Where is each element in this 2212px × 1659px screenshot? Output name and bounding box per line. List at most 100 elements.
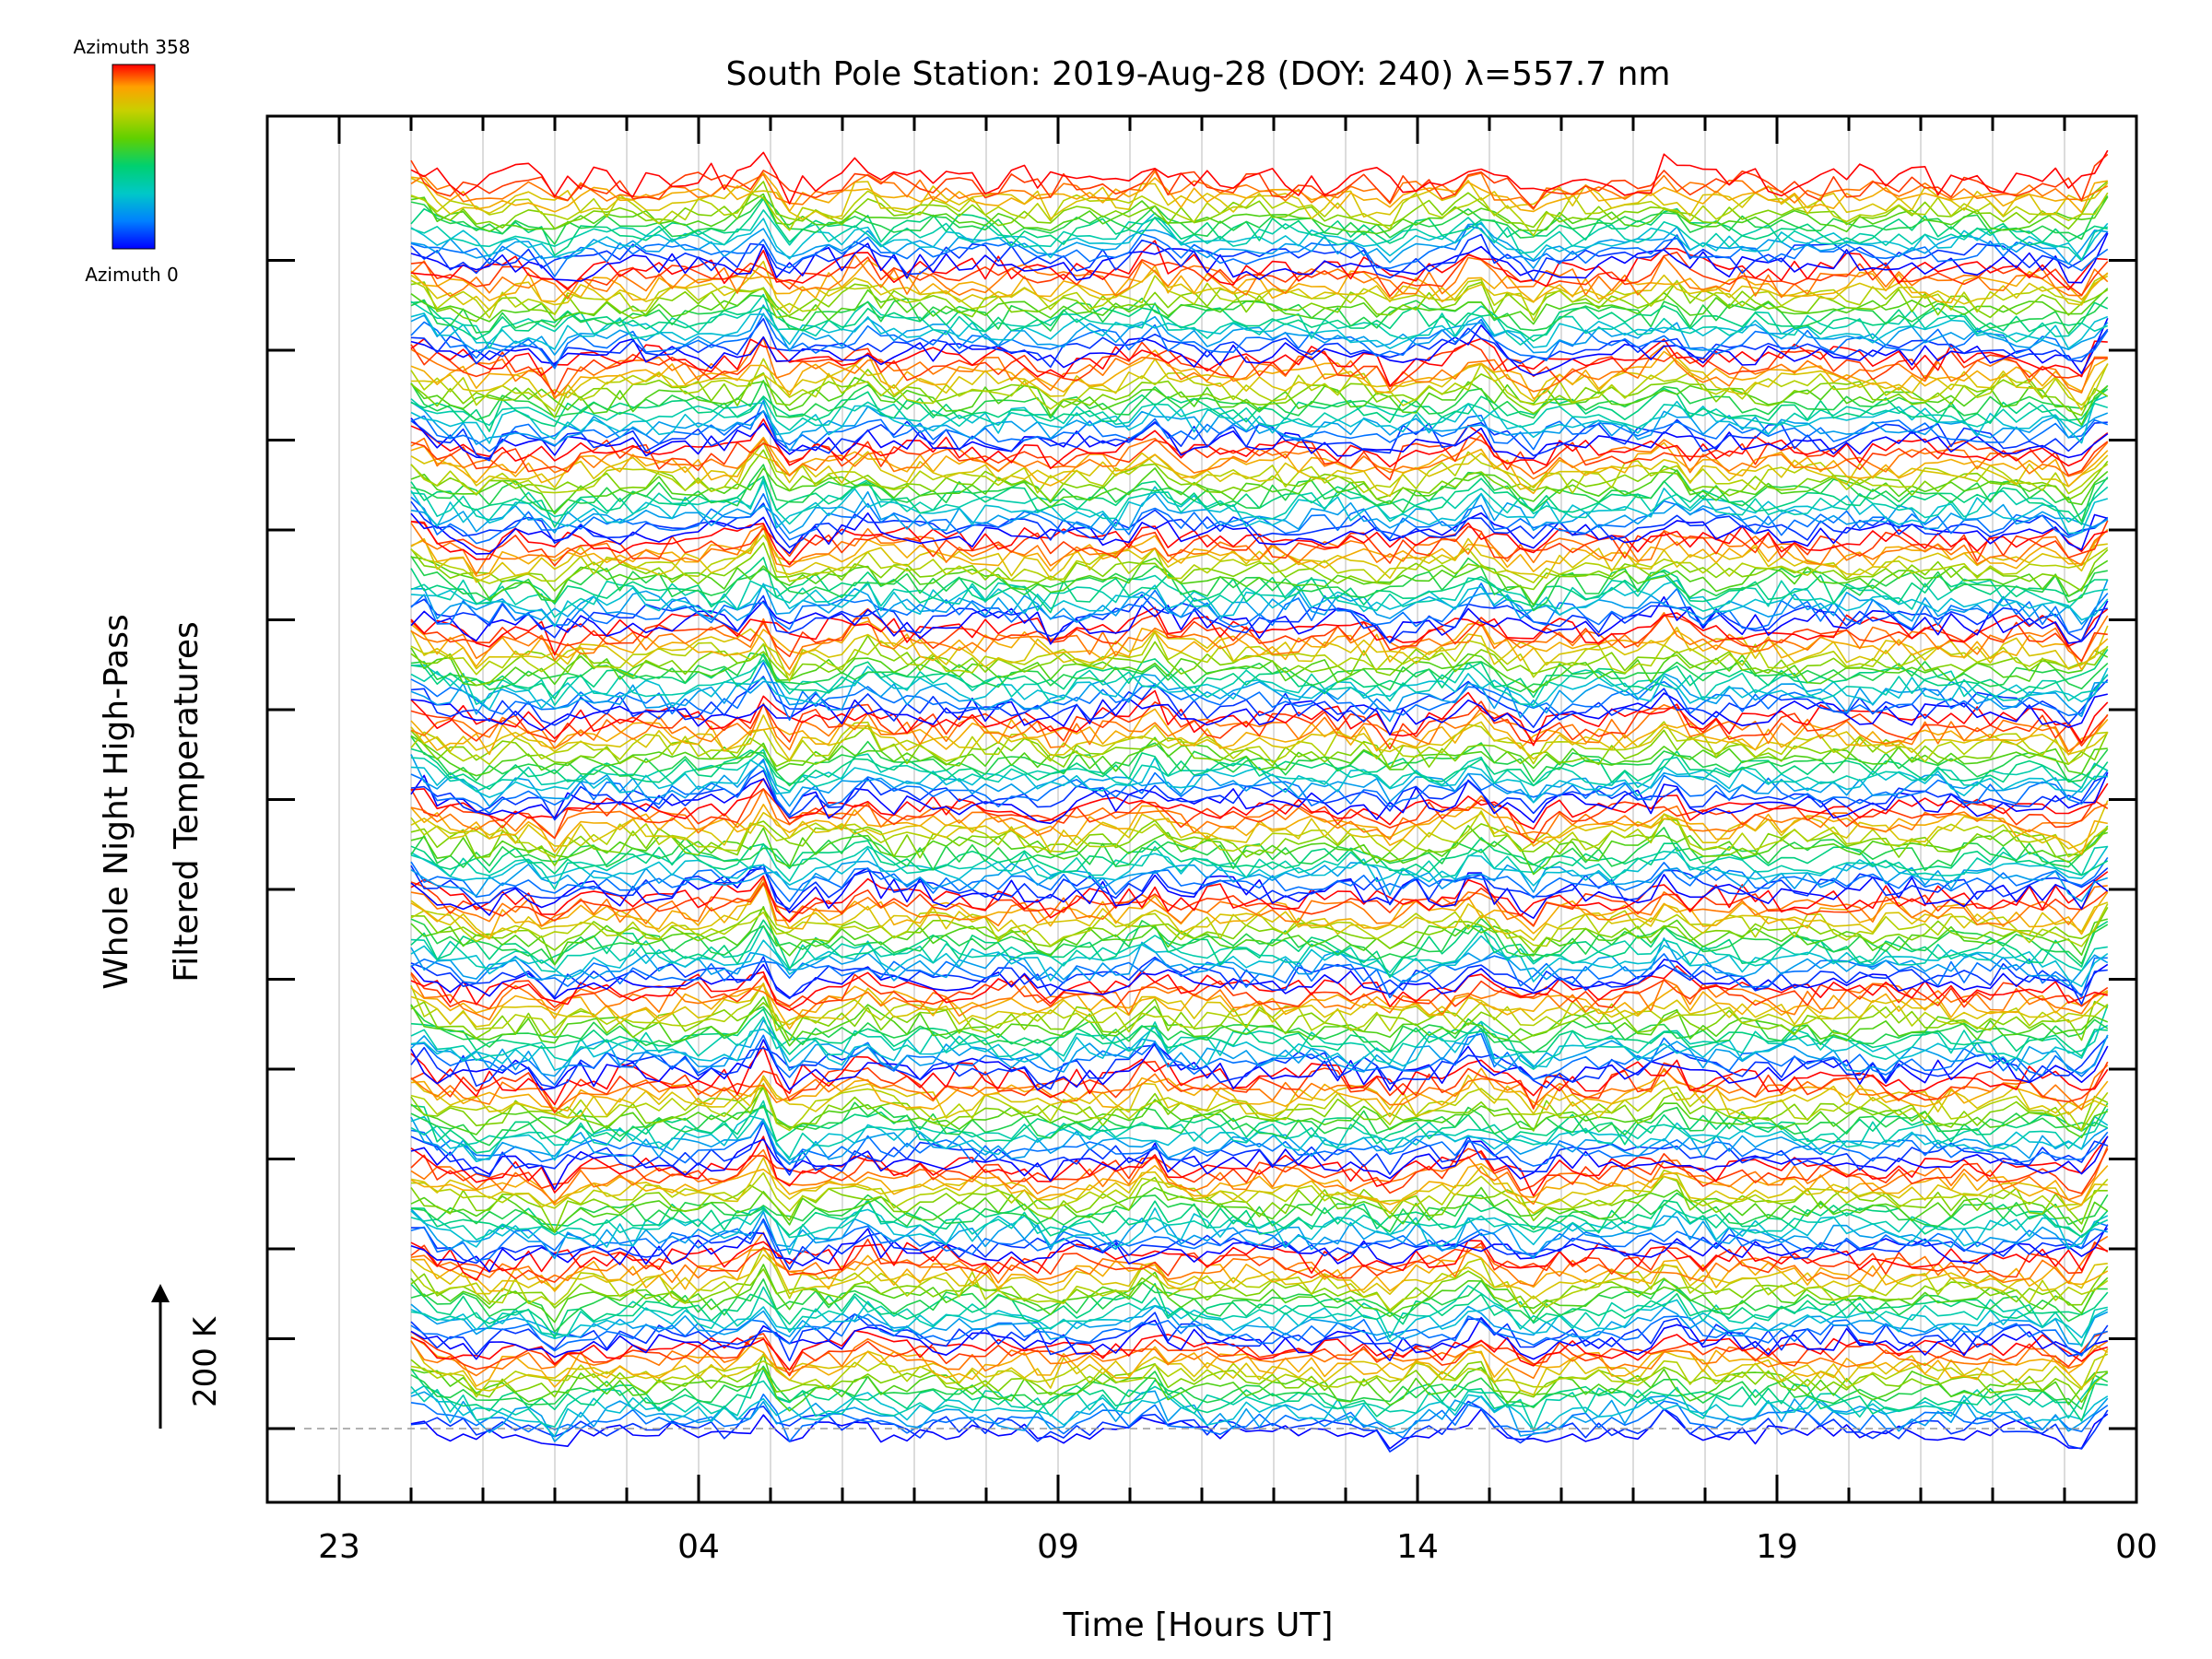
x-tick-labels: 23 04 09 14 19 00 (318, 1528, 2158, 1566)
trace-stack (410, 149, 2109, 1453)
trace-line (410, 193, 2109, 235)
trace-line (410, 512, 2109, 555)
trace-line (410, 935, 2109, 988)
trace-line (410, 1253, 2108, 1300)
trace-line (410, 1135, 2109, 1197)
trace-line (410, 376, 2109, 426)
trace-line (410, 1394, 2109, 1442)
trace-line (410, 1083, 2109, 1132)
trace-line (410, 1074, 2109, 1119)
trace-line (410, 1036, 2109, 1090)
trace-line (410, 273, 2109, 322)
trace-line (410, 982, 2109, 1037)
trace-line (410, 788, 2109, 844)
scale-label: 200 K (187, 1315, 224, 1407)
trace-line (410, 856, 2109, 902)
trace-line (410, 735, 2109, 787)
trace-line (410, 1104, 2109, 1154)
trace-line (410, 194, 2109, 245)
trace-line (410, 335, 2108, 395)
x-tick-label: 00 (2115, 1528, 2158, 1566)
trace-line (410, 1368, 2108, 1422)
trace-line (410, 490, 2109, 535)
trace-line (410, 1101, 2109, 1147)
trace-line (410, 1336, 2109, 1380)
trace-line (410, 209, 2109, 262)
trace-line (410, 397, 2109, 431)
trace-line (410, 1353, 2108, 1412)
trace-line (410, 864, 2109, 911)
trace-line (410, 1303, 2109, 1346)
trace-line (410, 318, 2109, 369)
trace-line (410, 984, 2109, 1030)
trace-line (410, 771, 2109, 825)
azimuth-colorbar (112, 64, 156, 250)
trace-line (410, 1313, 2108, 1357)
trace-line (410, 881, 2109, 927)
trace-line (410, 777, 2109, 830)
trace-line (410, 232, 2109, 284)
trace-line (410, 1371, 2109, 1431)
trace-line (410, 574, 2108, 618)
trace-line (410, 300, 2109, 342)
trace-line (410, 606, 2109, 656)
trace-line (410, 649, 2109, 700)
trace-line (410, 441, 2109, 495)
trace-line (410, 380, 2109, 421)
trace-line (410, 721, 2108, 766)
trace-line (410, 998, 2109, 1041)
trace-line (410, 171, 2109, 210)
y-axis-label-line2: Filtered Temperatures (168, 621, 206, 982)
trace-line (410, 1246, 2109, 1311)
trace-line (410, 1359, 2109, 1404)
trace-line (410, 956, 2108, 1006)
trace-line (410, 642, 2109, 694)
vertical-grid (338, 116, 2065, 1502)
trace-line (410, 317, 2109, 377)
trace-line (410, 1264, 2109, 1324)
trace-line (410, 401, 2109, 453)
trace-line (410, 907, 2109, 953)
trace-line (410, 1224, 2109, 1273)
trace-line (410, 418, 2109, 470)
trace-line (410, 919, 2109, 979)
trace-line (410, 810, 2109, 859)
trace-line (410, 1046, 2109, 1106)
trace-line (410, 1121, 2109, 1178)
trace-line (410, 971, 2109, 1010)
trace-line (410, 337, 2108, 400)
trace-line (410, 1238, 2109, 1283)
trace-line (410, 349, 2109, 400)
trace-line (410, 607, 2108, 663)
trace-line (410, 253, 2109, 300)
trace-line (410, 877, 2108, 927)
trace-line (410, 1408, 2109, 1450)
trace-line (410, 788, 2109, 841)
trace-line (410, 1231, 2109, 1287)
trace-line (410, 702, 2109, 753)
trace-line (410, 1175, 2108, 1233)
trace-line (410, 905, 2109, 966)
colorbar-top-label: Azimuth 358 (74, 36, 191, 58)
trace-line (410, 1115, 2109, 1162)
trace-line (410, 225, 2109, 277)
trace-line (410, 287, 2109, 325)
trace-line (410, 230, 2109, 282)
trace-line (410, 294, 2109, 335)
trace-line (410, 1208, 2108, 1260)
x-tick-label: 19 (1756, 1528, 1798, 1566)
trace-line (410, 1085, 2109, 1132)
trace-line (410, 464, 2109, 523)
trace-line (410, 845, 2109, 887)
trace-line (410, 1005, 2109, 1070)
trace-line (410, 1265, 2109, 1315)
chart-title: South Pole Station: 2019-Aug-28 (DOY: 24… (726, 55, 1671, 93)
trace-line (410, 1199, 2109, 1238)
trace-line (410, 556, 2109, 606)
trace-line (410, 837, 2109, 877)
trace-line (410, 384, 2109, 432)
trace-line (410, 1335, 2109, 1388)
trace-line (410, 672, 2108, 723)
trace-line (410, 465, 2109, 515)
trace-line (410, 803, 2108, 855)
